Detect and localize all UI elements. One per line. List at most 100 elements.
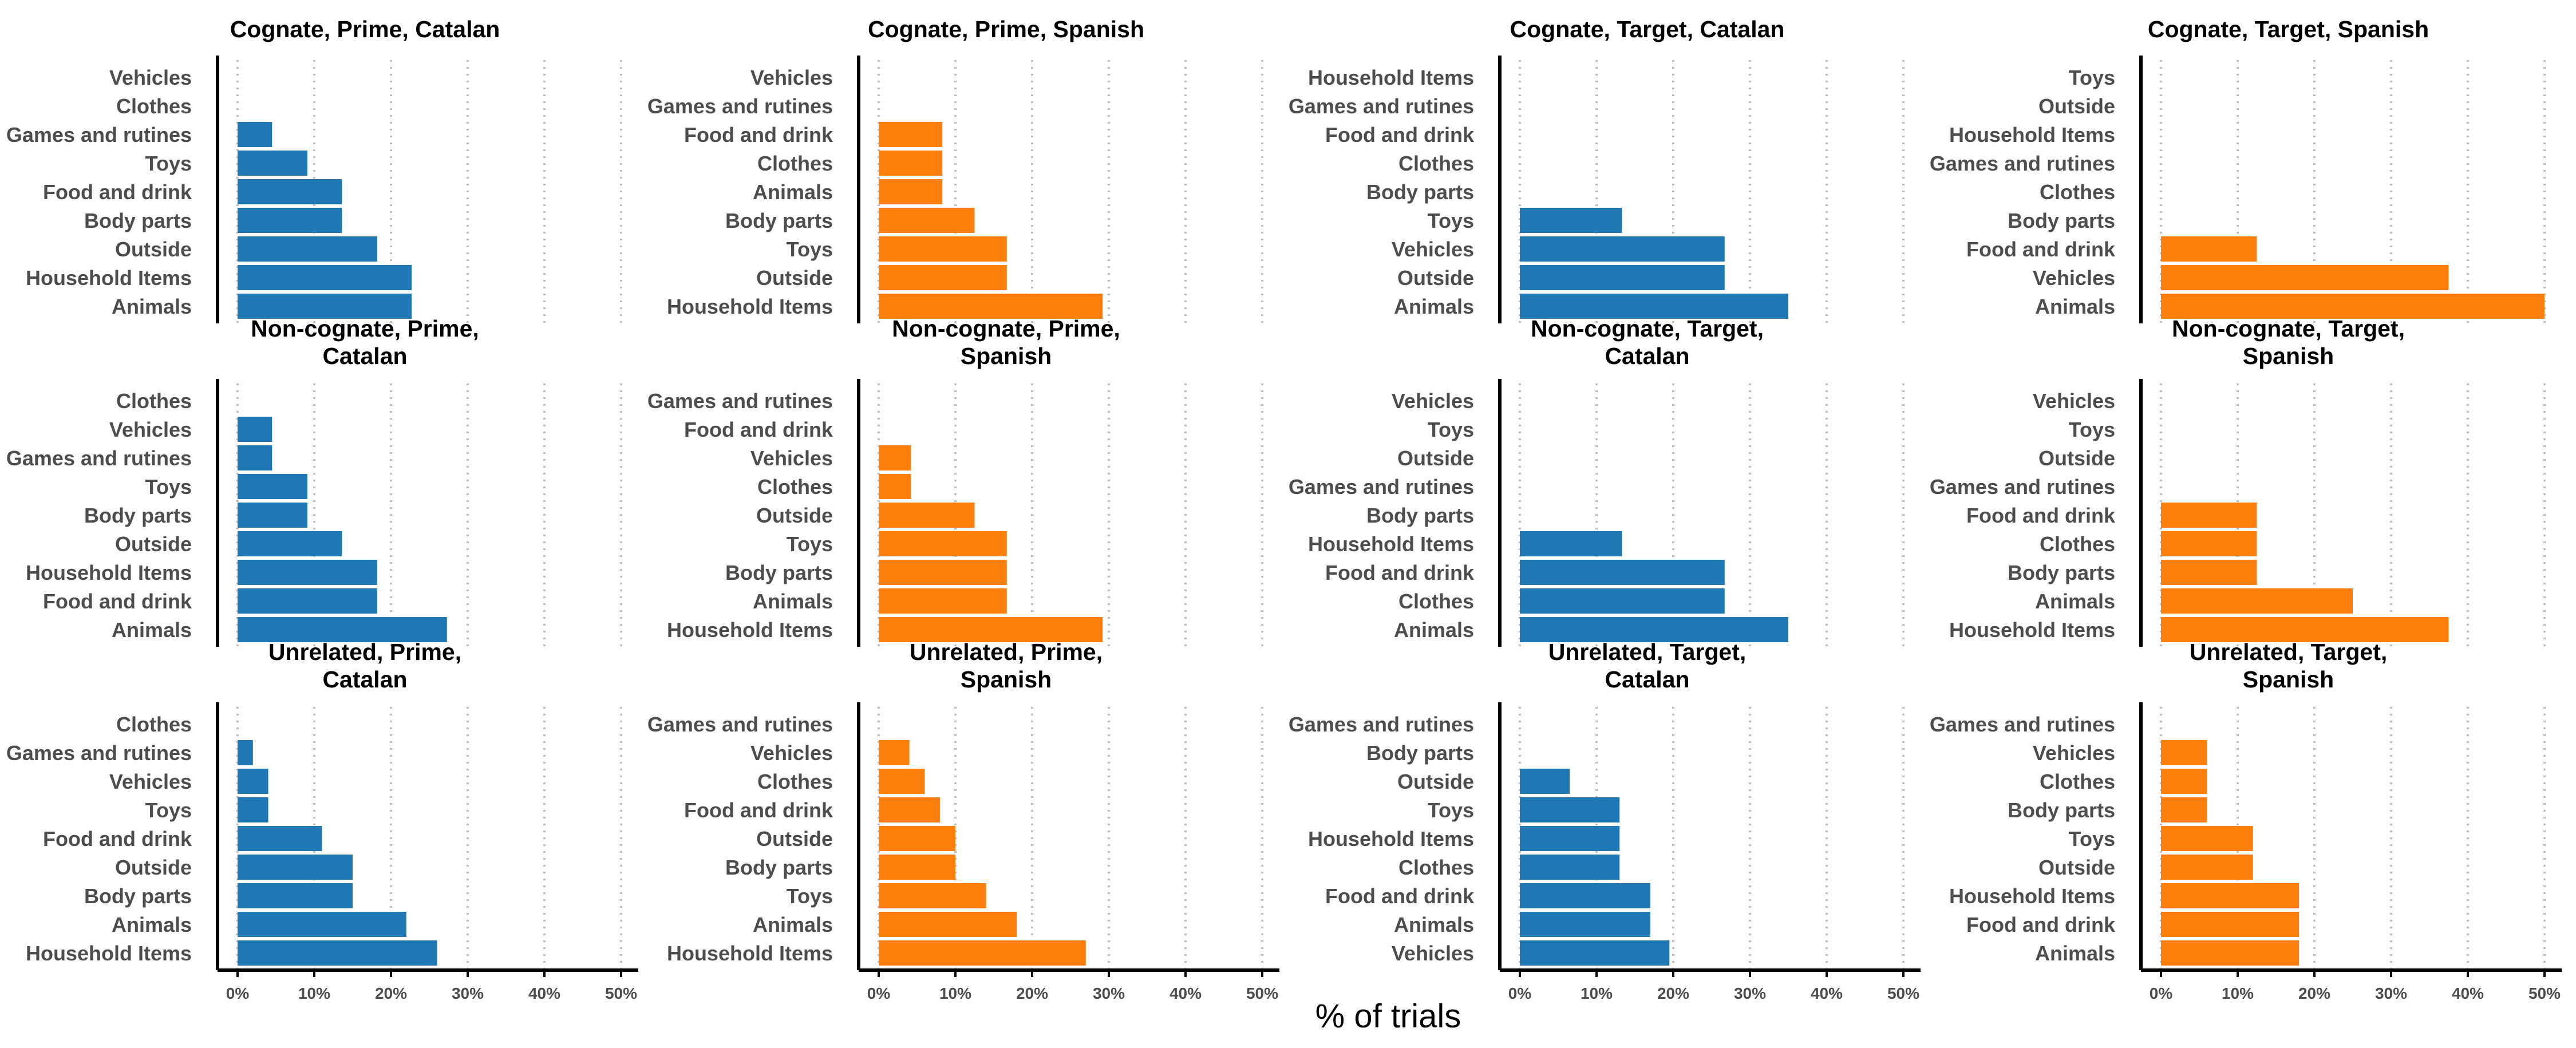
- category-label: Animals: [753, 913, 833, 936]
- bar: [1520, 940, 1670, 966]
- category-label: Toys: [2069, 66, 2115, 89]
- bar: [879, 769, 925, 794]
- category-label: Games and rutines: [647, 713, 833, 736]
- bar: [238, 236, 377, 262]
- category-label: Food and drink: [684, 798, 833, 822]
- category-label: Toys: [145, 152, 192, 175]
- category-label: Games and rutines: [6, 123, 192, 147]
- bar: [879, 122, 943, 147]
- category-label: Animals: [753, 590, 833, 613]
- category-label: Household Items: [1308, 66, 1474, 89]
- category-label: Food and drink: [43, 827, 192, 851]
- category-label: Food and drink: [43, 180, 192, 204]
- bar: [879, 151, 943, 176]
- bar: [2161, 883, 2300, 908]
- bar: [879, 445, 911, 470]
- panel-2: Cognate, Prime, Spanish Vehicles Games and…: [647, 16, 1263, 323]
- category-label: Outside: [1397, 770, 1474, 793]
- category-label: Animals: [112, 913, 192, 936]
- chart-panels: Cognate, Prime, Catalan Vehicles Clothes Ga…: [6, 16, 2562, 1002]
- category-label: Toys: [145, 475, 192, 499]
- panel-1: Cognate, Prime, Catalan Vehicles Clothes Ga…: [6, 16, 622, 323]
- bar: [879, 179, 943, 204]
- category-label: Vehicles: [2033, 389, 2115, 413]
- x-tick-label: 50%: [1246, 984, 1278, 1002]
- panel-3: Cognate, Target, Catalan Household Items G…: [1289, 16, 1905, 323]
- bar: [238, 531, 342, 556]
- bar: [2161, 294, 2545, 319]
- category-label: Clothes: [116, 713, 192, 736]
- category-label: Household Items: [26, 561, 192, 584]
- category-label: Body parts: [1366, 180, 1474, 204]
- category-label: Outside: [1397, 266, 1474, 290]
- category-label: Food and drink: [684, 123, 833, 147]
- category-label: Games and rutines: [6, 741, 192, 765]
- category-label: Vehicles: [2033, 741, 2115, 765]
- category-label: Animals: [753, 180, 833, 204]
- x-tick-label: 20%: [1016, 984, 1048, 1002]
- bar: [238, 826, 322, 851]
- panel-title: Non-cognate, Prime,: [251, 315, 479, 342]
- category-label: Food and drink: [684, 418, 833, 441]
- category-label: Household Items: [667, 942, 833, 965]
- bar: [238, 265, 412, 290]
- bar: [1520, 560, 1725, 585]
- x-tick-label: 20%: [375, 984, 407, 1002]
- bar: [2161, 588, 2353, 614]
- x-tick-label: 20%: [1657, 984, 1689, 1002]
- x-tick-label: 50%: [2528, 984, 2561, 1002]
- category-label: Games and rutines: [6, 446, 192, 470]
- x-tick-label: 10%: [939, 984, 971, 1002]
- category-label: Toys: [1428, 209, 1474, 232]
- bar: [879, 474, 911, 499]
- category-label: Outside: [756, 504, 833, 527]
- bar: [1520, 826, 1620, 851]
- category-label: Food and drink: [1966, 504, 2116, 527]
- bar: [238, 740, 253, 765]
- category-label: Household Items: [1949, 123, 2115, 147]
- panel-title: Cognate, Target, Spanish: [2148, 16, 2429, 42]
- bar: [238, 417, 272, 442]
- category-label: Games and rutines: [1289, 94, 1474, 118]
- bar: [238, 617, 447, 642]
- category-label: Food and drink: [1325, 561, 1475, 584]
- category-label: Toys: [787, 238, 833, 261]
- bar: [238, 151, 307, 176]
- bar: [879, 236, 1007, 262]
- bar: [879, 588, 1007, 614]
- panel-11: Unrelated, Target,Catalan Games and rutin…: [1289, 639, 1921, 1002]
- panel-8: Non-cognate, Target,Spanish Vehicles Toys O…: [1930, 315, 2546, 647]
- panel-title: Catalan: [1605, 666, 1689, 693]
- category-label: Body parts: [2008, 561, 2115, 584]
- bar: [879, 265, 1007, 290]
- category-label: Outside: [756, 266, 833, 290]
- panel-title: Unrelated, Target,: [2190, 639, 2388, 665]
- category-label: Household Items: [1949, 618, 2115, 642]
- x-tick-label: 50%: [1887, 984, 1919, 1002]
- x-tick-label: 50%: [605, 984, 637, 1002]
- bar: [238, 445, 272, 470]
- category-label: Household Items: [667, 618, 833, 642]
- x-tick-label: 20%: [2298, 984, 2330, 1002]
- category-label: Household Items: [667, 295, 833, 318]
- category-label: Outside: [115, 856, 192, 879]
- panel-title: Catalan: [1605, 343, 1689, 369]
- x-tick-label: 40%: [1811, 984, 1843, 1002]
- category-label: Toys: [1428, 418, 1474, 441]
- bar: [238, 912, 406, 937]
- x-tick-label: 30%: [1093, 984, 1125, 1002]
- category-label: Body parts: [725, 209, 833, 232]
- category-label: Clothes: [116, 94, 192, 118]
- category-label: Vehicles: [2033, 266, 2115, 290]
- category-label: Household Items: [26, 942, 192, 965]
- category-label: Food and drink: [1966, 913, 2116, 936]
- category-label: Household Items: [26, 266, 192, 290]
- category-label: Games and rutines: [647, 94, 833, 118]
- panel-title: Non-cognate, Prime,: [892, 315, 1120, 342]
- panel-title: Cognate, Prime, Spanish: [868, 16, 1144, 42]
- bar: [238, 560, 377, 585]
- category-label: Clothes: [116, 389, 192, 413]
- x-tick-label: 40%: [2452, 984, 2484, 1002]
- category-label: Outside: [2038, 856, 2115, 879]
- bar: [1520, 265, 1725, 290]
